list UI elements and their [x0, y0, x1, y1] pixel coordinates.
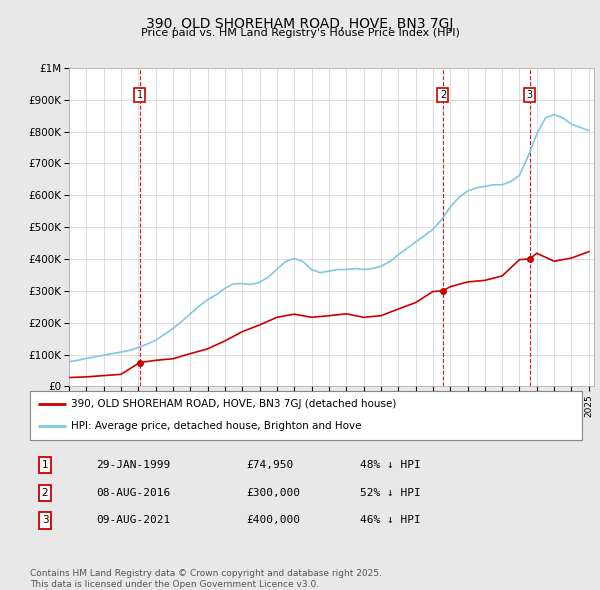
- Text: 2: 2: [440, 90, 446, 100]
- Text: 1: 1: [41, 460, 49, 470]
- Text: Price paid vs. HM Land Registry's House Price Index (HPI): Price paid vs. HM Land Registry's House …: [140, 28, 460, 38]
- Text: 09-AUG-2021: 09-AUG-2021: [96, 516, 170, 525]
- Text: 390, OLD SHOREHAM ROAD, HOVE, BN3 7GJ: 390, OLD SHOREHAM ROAD, HOVE, BN3 7GJ: [146, 17, 454, 31]
- Text: 390, OLD SHOREHAM ROAD, HOVE, BN3 7GJ (detached house): 390, OLD SHOREHAM ROAD, HOVE, BN3 7GJ (d…: [71, 399, 397, 409]
- Text: 46% ↓ HPI: 46% ↓ HPI: [360, 516, 421, 525]
- Text: HPI: Average price, detached house, Brighton and Hove: HPI: Average price, detached house, Brig…: [71, 421, 362, 431]
- Text: 48% ↓ HPI: 48% ↓ HPI: [360, 460, 421, 470]
- Text: 3: 3: [41, 516, 49, 525]
- Text: 29-JAN-1999: 29-JAN-1999: [96, 460, 170, 470]
- Text: £74,950: £74,950: [246, 460, 293, 470]
- Text: 08-AUG-2016: 08-AUG-2016: [96, 488, 170, 497]
- Text: 1: 1: [137, 90, 143, 100]
- Text: 52% ↓ HPI: 52% ↓ HPI: [360, 488, 421, 497]
- Text: Contains HM Land Registry data © Crown copyright and database right 2025.
This d: Contains HM Land Registry data © Crown c…: [30, 569, 382, 589]
- Text: £300,000: £300,000: [246, 488, 300, 497]
- Text: 2: 2: [41, 488, 49, 497]
- Text: £400,000: £400,000: [246, 516, 300, 525]
- Text: 3: 3: [526, 90, 533, 100]
